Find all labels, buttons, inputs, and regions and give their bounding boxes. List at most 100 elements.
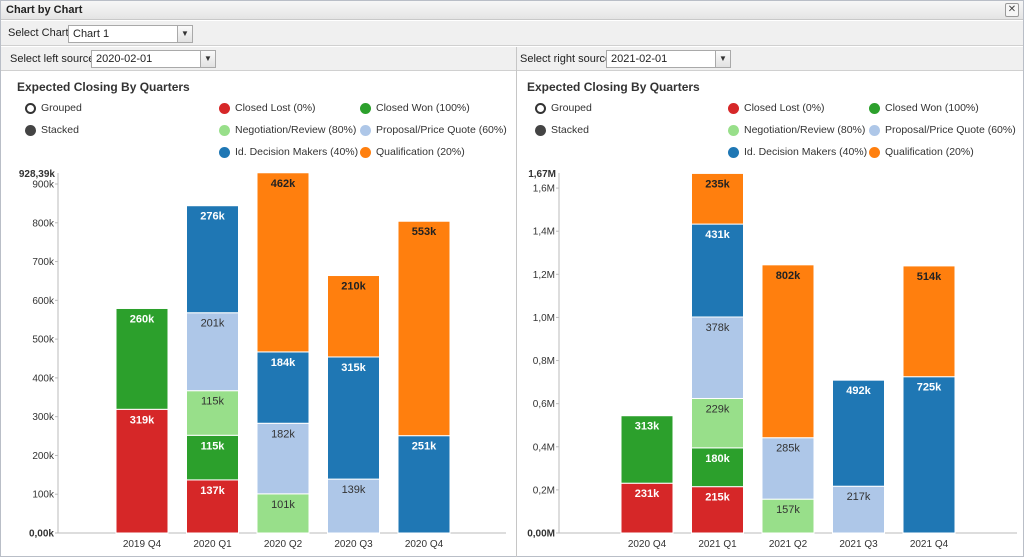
select-chart-label: Select Chart: [8,27,72,39]
legend-negotiation[interactable]: Negotiation/Review (80%) [219,124,356,136]
bar-value-label: 315k [341,362,366,374]
bar-segment[interactable] [256,422,310,495]
legend-qualification[interactable]: Qualification (20%) [869,146,974,158]
y-tick-label: 100k [32,490,55,501]
y-tick-label: 0,8M [533,356,555,367]
select-chart-dropdown[interactable]: Chart 1 ▼ [68,25,193,43]
legend-closed-won[interactable]: Closed Won (100%) [360,102,470,114]
grouped-toggle[interactable]: Grouped [535,102,592,114]
legend-proposal[interactable]: Proposal/Price Quote (60%) [360,124,507,136]
bar-segment[interactable] [256,493,310,534]
y-tick-label: 0,00M [527,529,555,540]
bar-value-label: 319k [130,414,155,426]
bar-segment[interactable] [186,434,239,481]
legend-decision-makers[interactable]: Id. Decision Makers (40%) [219,146,358,158]
chart-selector-bar: Select Chart: Chart 1 ▼ [1,21,1023,46]
radio-empty-icon [535,102,546,114]
bar-segment[interactable] [186,479,239,534]
legend-label: Closed Lost (0%) [744,102,825,114]
bar-segment[interactable] [620,415,674,484]
left-source-dropdown[interactable]: 2020-02-01 ▼ [91,50,216,68]
bar-segment[interactable] [691,447,744,488]
legend-label: Id. Decision Makers (40%) [744,146,868,158]
bar-segment[interactable] [256,351,310,424]
bar-value-label: 231k [635,488,660,500]
bar-segment[interactable] [761,437,815,500]
legend-dot-icon [728,102,739,114]
y-tick-label: 500k [32,335,55,346]
legend-dot-icon [219,146,230,158]
legend-label: Closed Lost (0%) [235,102,316,114]
left-source-value: 2020-02-01 [96,53,153,65]
y-tick-label: 1,2M [533,270,555,281]
y-tick-label: 1,0M [533,313,555,324]
bar-segment[interactable] [691,316,744,399]
legend-qualification[interactable]: Qualification (20%) [360,146,465,158]
window-title: Chart by Chart [6,4,83,16]
bar-segment[interactable] [186,205,239,314]
legend-negotiation[interactable]: Negotiation/Review (80%) [728,124,865,136]
x-category-label: 2021 Q1 [698,539,737,550]
stacked-toggle[interactable]: Stacked [25,124,79,136]
legend-proposal[interactable]: Proposal/Price Quote (60%) [869,124,1016,136]
bar-value-label: 115k [201,396,225,408]
left-source-label: Select left source: [10,53,98,65]
right-chart-title: Expected Closing By Quarters [527,80,700,94]
left-chart-panel: Expected Closing By Quarters Grouped Sta… [1,72,516,556]
bar-segment[interactable] [327,478,380,534]
x-category-label: 2019 Q4 [123,539,162,550]
legend-closed-lost[interactable]: Closed Lost (0%) [219,102,316,114]
left-chart-title: Expected Closing By Quarters [17,80,190,94]
legend-dot-icon [360,102,371,114]
bar-segment[interactable] [186,390,239,436]
bar-segment[interactable] [327,275,380,358]
legend-dot-icon [728,124,739,136]
legend-closed-won[interactable]: Closed Won (100%) [869,102,979,114]
bar-segment[interactable] [832,485,885,534]
right-chart-panel: Expected Closing By Quarters Grouped Sta… [517,72,1023,556]
legend-dot-icon [219,124,230,136]
bar-segment[interactable] [397,220,451,437]
bar-value-label: 217k [847,491,871,503]
right-source-dropdown[interactable]: 2021-02-01 ▼ [606,50,731,68]
bar-segment[interactable] [186,312,239,392]
bar-segment[interactable] [397,435,451,534]
bar-value-label: 492k [846,385,871,397]
bar-segment[interactable] [115,408,169,534]
stacked-toggle[interactable]: Stacked [535,124,589,136]
bar-value-label: 137k [200,485,225,497]
legend-label: Proposal/Price Quote (60%) [885,124,1016,136]
legend-label: Closed Won (100%) [885,102,979,114]
y-tick-label: 200k [32,451,55,462]
bar-segment[interactable] [691,397,744,449]
bar-value-label: 235k [705,178,730,190]
bar-segment[interactable] [115,307,169,410]
legend-closed-lost[interactable]: Closed Lost (0%) [728,102,825,114]
bar-segment[interactable] [902,376,956,534]
left-chart-svg: 928,39k 0,00k 100k 200k 300k 400k 500k 600k 700k… [19,169,506,550]
bar-value-label: 378k [706,322,730,334]
bar-segment[interactable] [832,379,885,487]
close-button[interactable]: ✕ [1005,3,1019,17]
bar-value-label: 802k [776,270,801,282]
grouped-toggle[interactable]: Grouped [25,102,82,114]
bar-segment[interactable] [902,265,956,378]
chevron-down-icon: ▼ [200,51,215,67]
right-source-label: Select right source: [520,53,615,65]
bar-segment[interactable] [691,172,744,225]
bar-segment[interactable] [620,482,674,534]
bar-value-label: 276k [200,211,225,223]
bar-segment[interactable] [691,486,744,534]
legend-decision-makers[interactable]: Id. Decision Makers (40%) [728,146,867,158]
bar-segment[interactable] [761,264,815,439]
legend-label: Closed Won (100%) [376,102,470,114]
bar-segment[interactable] [761,498,815,534]
y-tick-label: 800k [32,218,55,229]
bar-segment[interactable] [327,356,380,480]
bar-segment[interactable] [256,172,310,353]
bar-value-label: 260k [130,313,155,325]
legend-dot-icon [869,146,880,158]
chevron-down-icon: ▼ [715,51,730,67]
bar-segment[interactable] [691,223,744,318]
